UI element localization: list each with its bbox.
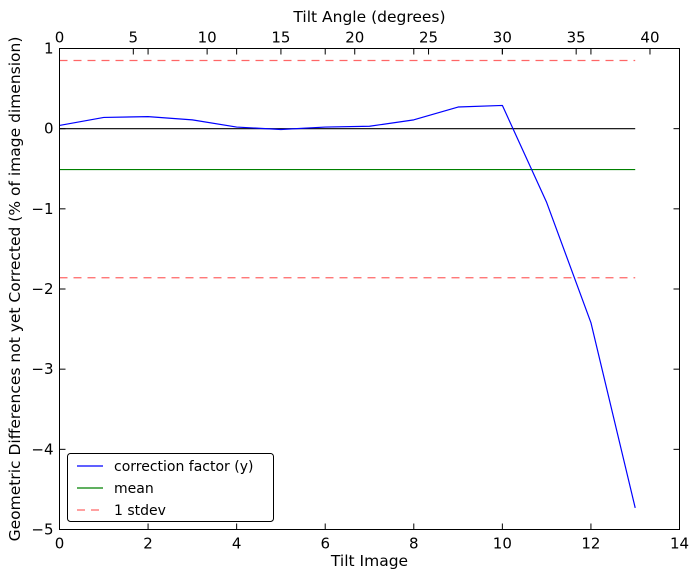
x2-tick-label: 5	[129, 29, 139, 47]
y-tick-label: −2	[31, 280, 53, 298]
x2-axis-title: Tilt Angle (degrees)	[292, 8, 445, 26]
y-tick-label: 1	[44, 40, 54, 58]
x-tick-label: 12	[581, 535, 600, 553]
y-axis-title: Geometric Differences not yet Corrected …	[6, 37, 24, 542]
y-tick-label: −5	[31, 521, 53, 539]
x2-tick-label: 25	[419, 29, 438, 47]
x-tick-label: 4	[232, 535, 242, 553]
x2-tick-label: 10	[198, 29, 217, 47]
series-correction-line	[59, 104, 636, 508]
y-tick-label: −1	[31, 200, 53, 218]
x2-tick-label: 30	[493, 29, 512, 47]
x-tick-label: 8	[409, 535, 419, 553]
x2-tick-label: 35	[567, 29, 586, 47]
x2-tick-label: 20	[345, 29, 364, 47]
x-tick-label: 10	[493, 535, 512, 553]
legend-label-mean: mean	[114, 481, 154, 497]
series-layer	[59, 59, 636, 508]
x2-tick-label: 15	[271, 29, 290, 47]
x2-tick-label: 40	[640, 29, 659, 47]
y-tick-label: −3	[31, 360, 53, 378]
legend-label-stdev: 1 stdev	[114, 503, 166, 519]
x-axis-title: Tilt Image	[330, 552, 408, 570]
legend: correction factor (y) mean 1 stdev	[67, 453, 274, 522]
x-tick-label: 2	[143, 535, 153, 553]
x2-tick-label: 0	[55, 29, 65, 47]
x-tick-label: 14	[670, 535, 689, 553]
legend-box	[67, 453, 274, 522]
y-tick-label: −4	[31, 440, 53, 458]
x-tick-label: 6	[320, 535, 330, 553]
x-tick-label: 0	[55, 535, 65, 553]
y-tick-label: 0	[44, 120, 54, 138]
legend-label-correction: correction factor (y)	[114, 459, 253, 475]
